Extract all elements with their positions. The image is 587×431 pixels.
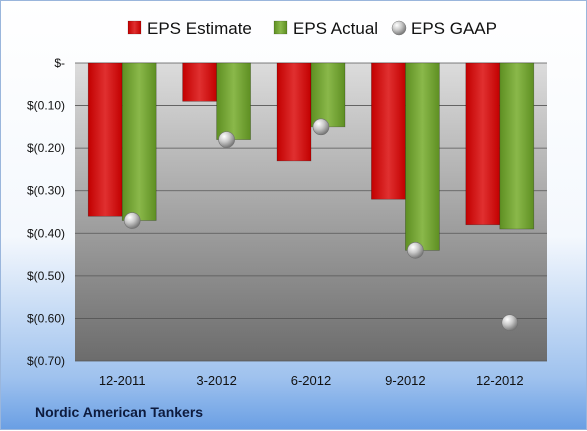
legend-swatch-actual — [273, 20, 288, 35]
x-category-label: 12-2011 — [99, 373, 146, 388]
actual-bar — [310, 62, 346, 128]
actual-bar — [121, 62, 157, 221]
legend-label: EPS GAAP — [411, 19, 497, 38]
x-category-label: 12-2012 — [476, 373, 524, 388]
y-tick-label: $(0.40) — [27, 226, 65, 240]
actual-bar — [499, 62, 535, 230]
gaap-marker — [218, 131, 235, 148]
y-tick-label: $(0.30) — [27, 184, 65, 198]
x-category-label: 3-2012 — [196, 373, 236, 388]
y-axis-ticks: $- $(0.10) $(0.20) $(0.30) $(0.40) $(0.50) $(0… — [27, 56, 65, 368]
gaap-markers — [123, 118, 519, 331]
y-tick-label: $(0.50) — [27, 269, 65, 283]
estimate-bar — [182, 62, 217, 102]
estimate-bar — [87, 62, 123, 217]
actual-bar — [405, 62, 440, 251]
legend-swatch-estimate — [127, 20, 142, 35]
y-tick-label: $(0.70) — [27, 354, 65, 368]
y-tick-label: $- — [54, 56, 65, 70]
estimate-bar — [465, 62, 501, 226]
x-axis-categories: 12-2011 3-2012 6-2012 9-2012 12-2012 — [99, 373, 524, 388]
estimate-bar — [276, 62, 312, 162]
legend-label: EPS Actual — [293, 19, 378, 38]
x-category-label: 6-2012 — [291, 373, 331, 388]
gaap-marker — [407, 242, 424, 259]
x-category-label: 9-2012 — [385, 373, 425, 388]
y-tick-label: $(0.10) — [27, 99, 65, 113]
y-tick-label: $(0.60) — [27, 311, 65, 325]
legend-label: EPS Estimate — [147, 19, 252, 38]
estimate-bar — [371, 62, 406, 200]
gaap-marker — [501, 314, 519, 331]
gaap-marker — [312, 118, 330, 136]
legend-swatch-gaap — [391, 20, 407, 36]
y-tick-label: $(0.20) — [27, 141, 65, 155]
company-name: Nordic American Tankers — [35, 404, 203, 420]
legend: EPS Estimate EPS Actual EPS GAAP — [127, 19, 497, 38]
gaap-marker — [123, 212, 141, 229]
bars — [87, 62, 535, 251]
actual-bar — [216, 62, 251, 140]
